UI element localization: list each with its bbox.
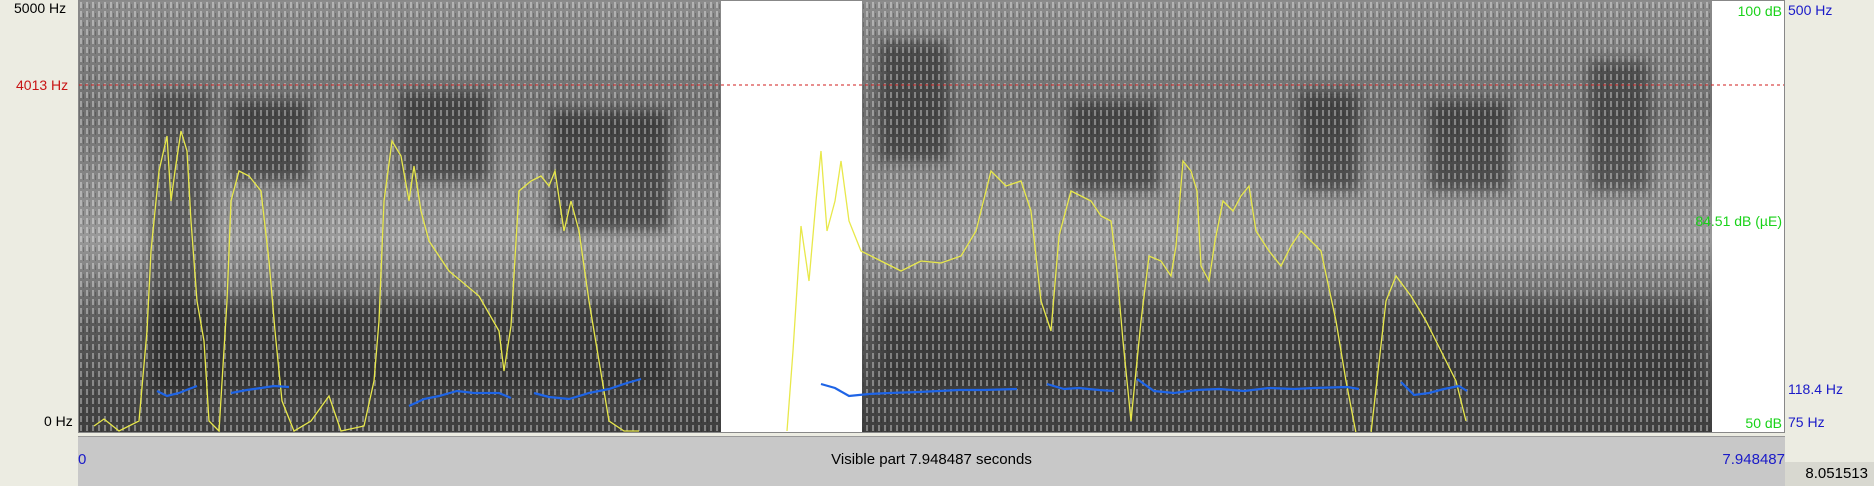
- intensity-mid-label: 84.51 dB (µE): [1695, 213, 1782, 229]
- spectrogram-canvas[interactable]: [79, 1, 1784, 432]
- pitch-cursor-label: 118.4 Hz: [1788, 381, 1843, 397]
- pitch-curve: [156, 377, 1468, 407]
- cursor-freq-label: 4013 Hz: [16, 77, 69, 93]
- intensity-top-label: 100 dB: [1737, 3, 1782, 19]
- pitch-axis-bottom-label: 75 Hz: [1788, 414, 1825, 430]
- spectrogram-segment-1: [79, 1, 721, 432]
- visible-part-time-bar[interactable]: 0 Visible part 7.948487 seconds 7.948487: [78, 436, 1785, 486]
- total-duration-label[interactable]: 8.051513: [1785, 462, 1874, 486]
- pitch-axis-top-label: 500 Hz: [1788, 2, 1833, 18]
- visible-part-label: Visible part 7.948487 seconds: [831, 451, 1032, 468]
- time-end-label: 7.948487: [1722, 451, 1785, 468]
- intensity-curve: [93, 130, 639, 432]
- intensity-bottom-label: 50 dB: [1745, 415, 1782, 431]
- freq-axis-top-label: 5000 Hz: [14, 0, 67, 16]
- time-start-label: 0: [78, 451, 87, 468]
- spectrogram-panel[interactable]: 100 dB 84.51 dB (µE) 50 dB: [78, 0, 1785, 433]
- freq-axis-bottom-label: 0 Hz: [44, 413, 73, 429]
- spectrogram-segment-2: [862, 1, 1712, 432]
- intensity-curve-2: [786, 150, 1467, 432]
